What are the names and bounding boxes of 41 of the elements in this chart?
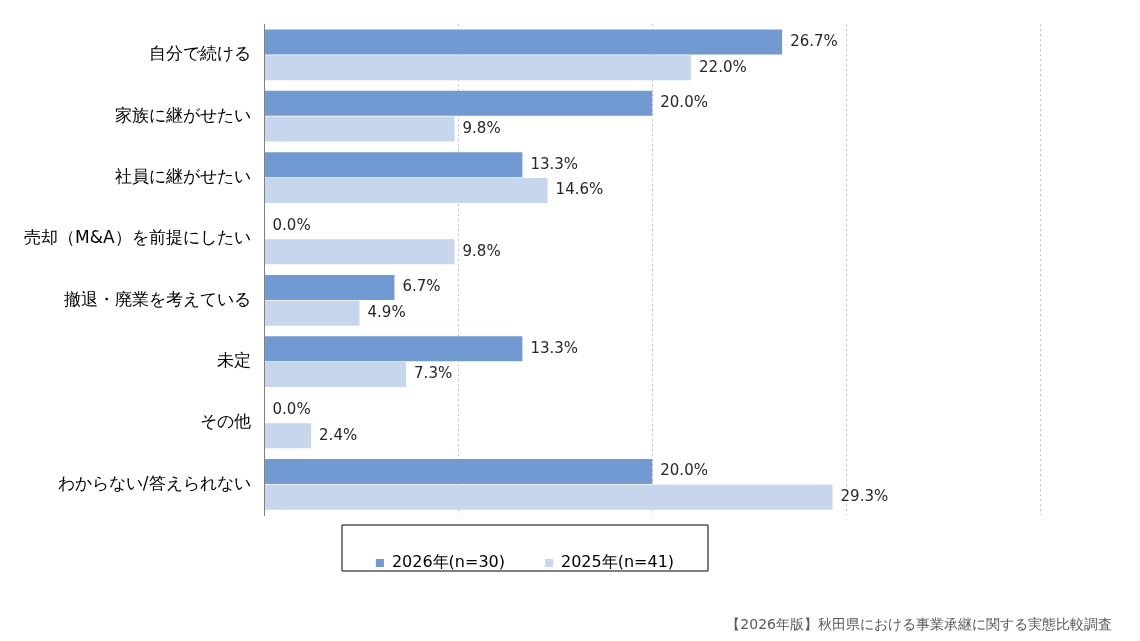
- bar: [265, 239, 455, 265]
- bar: [265, 29, 783, 55]
- data-label: 9.8%: [462, 119, 501, 137]
- bar: [265, 336, 523, 362]
- bar: [265, 458, 653, 484]
- data-label: 0.0%: [272, 215, 311, 234]
- data-label: 22.0%: [699, 57, 747, 76]
- y-tick-label: 未定: [216, 350, 251, 371]
- bar: [265, 177, 548, 203]
- bar: [265, 423, 312, 449]
- bar: [265, 484, 833, 510]
- y-tick-label: その他: [199, 411, 251, 432]
- bar: [265, 90, 653, 116]
- y-tick-label: わからない/答えられない: [57, 472, 251, 493]
- bar: [265, 55, 692, 81]
- data-label: 29.3%: [840, 487, 889, 506]
- data-label: 26.7%: [790, 31, 838, 50]
- y-tick-label: 売却（M&A）を前提にしたい: [23, 227, 251, 248]
- bar: [265, 152, 523, 178]
- data-label: 13.3%: [530, 154, 579, 173]
- legend-label: 2025年(n=41): [561, 552, 675, 572]
- data-label: 4.9%: [367, 303, 406, 322]
- y-tick-label: 自分で続ける: [148, 43, 251, 64]
- text: 【2026年版】秋田県における事業承継に関する実態比較調査: [726, 616, 1112, 632]
- bar: [265, 274, 395, 300]
- data-label: 7.3%: [414, 364, 453, 383]
- bar: [265, 362, 407, 388]
- data-label: 6.7%: [402, 277, 441, 296]
- y-tick-label: 社員に継がせたい: [114, 166, 251, 186]
- data-label: 20.0%: [660, 461, 708, 480]
- bar: [265, 300, 360, 326]
- legend-label: 2026年(n=30): [391, 552, 505, 572]
- bar: [265, 116, 455, 142]
- data-label: 9.8%: [462, 241, 501, 260]
- y-tick-label: 撤退・廃業を考えている: [63, 288, 251, 309]
- data-label: 13.3%: [530, 338, 579, 357]
- data-label: 20.0%: [660, 93, 708, 112]
- data-label: 0.0%: [272, 399, 311, 418]
- data-label: 2.4%: [319, 425, 358, 444]
- y-tick-label: 家族に継がせたい: [114, 104, 251, 125]
- data-label: 14.6%: [555, 180, 604, 199]
